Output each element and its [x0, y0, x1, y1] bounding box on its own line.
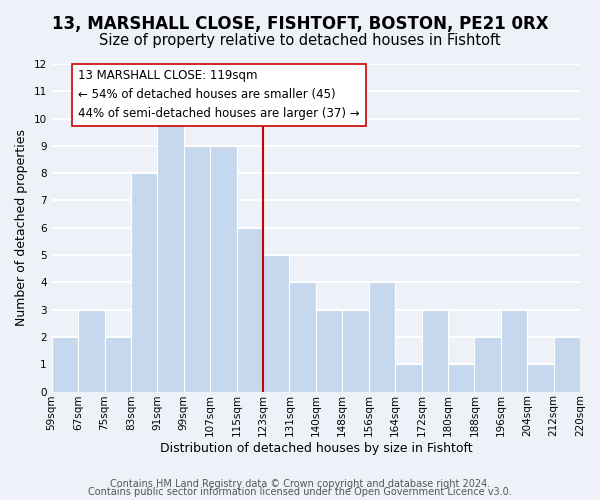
Bar — [131, 173, 157, 392]
Bar — [52, 337, 78, 392]
Bar — [78, 310, 104, 392]
Text: Contains HM Land Registry data © Crown copyright and database right 2024.: Contains HM Land Registry data © Crown c… — [110, 479, 490, 489]
Bar — [475, 337, 501, 392]
Bar — [263, 255, 289, 392]
Bar — [342, 310, 368, 392]
Bar — [448, 364, 475, 392]
Bar — [184, 146, 210, 392]
Bar — [501, 310, 527, 392]
Bar — [316, 310, 342, 392]
X-axis label: Distribution of detached houses by size in Fishtoft: Distribution of detached houses by size … — [160, 442, 472, 455]
Text: Contains public sector information licensed under the Open Government Licence v3: Contains public sector information licen… — [88, 487, 512, 497]
Text: 13 MARSHALL CLOSE: 119sqm
← 54% of detached houses are smaller (45)
44% of semi-: 13 MARSHALL CLOSE: 119sqm ← 54% of detac… — [78, 70, 360, 120]
Bar — [527, 364, 554, 392]
Bar — [395, 364, 421, 392]
Bar — [368, 282, 395, 392]
Bar — [554, 337, 580, 392]
Y-axis label: Number of detached properties: Number of detached properties — [15, 130, 28, 326]
Bar — [104, 337, 131, 392]
Bar — [289, 282, 316, 392]
Bar — [157, 118, 184, 392]
Bar — [236, 228, 263, 392]
Bar — [210, 146, 236, 392]
Text: 13, MARSHALL CLOSE, FISHTOFT, BOSTON, PE21 0RX: 13, MARSHALL CLOSE, FISHTOFT, BOSTON, PE… — [52, 15, 548, 33]
Bar — [421, 310, 448, 392]
Text: Size of property relative to detached houses in Fishtoft: Size of property relative to detached ho… — [99, 32, 501, 48]
